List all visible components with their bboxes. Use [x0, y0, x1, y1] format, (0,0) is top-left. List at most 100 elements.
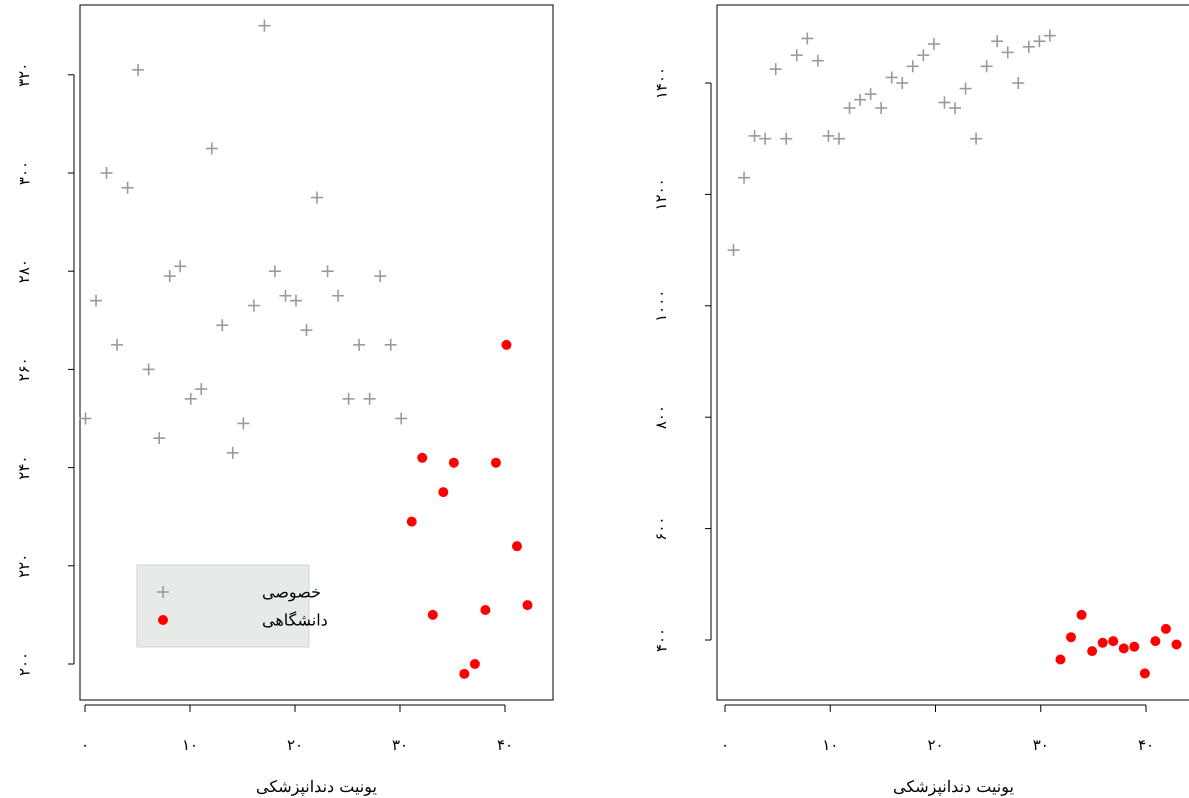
- university-clinic-point: [469, 659, 480, 669]
- private-clinic-point: [195, 383, 208, 396]
- university-clinic-point: [1160, 623, 1171, 634]
- private-clinic-point: [727, 244, 740, 257]
- private-clinic-point: [332, 289, 345, 302]
- private-clinic-point: [132, 63, 145, 76]
- private-clinic-point: [959, 82, 972, 95]
- university-clinic-point: [511, 541, 522, 552]
- private-clinic-point: [384, 338, 397, 351]
- private-clinic-point: [759, 132, 772, 145]
- private-clinic-point: [854, 93, 867, 106]
- university-clinic-point: [448, 457, 459, 468]
- legend: خصوصی دانشگاهی: [136, 564, 328, 648]
- x-tick-label: ۳۰: [1033, 736, 1049, 754]
- y-tick-label: ۸۰۰: [652, 405, 670, 429]
- private-clinic-point: [79, 412, 92, 425]
- private-clinic-point: [738, 171, 751, 184]
- private-clinic-point: [822, 129, 835, 142]
- x-axis-title: یونیت دندانپزشکی: [893, 777, 1014, 796]
- private-clinic-point: [90, 294, 103, 307]
- university-clinic-point: [1118, 643, 1129, 654]
- private-clinic-point: [1043, 29, 1056, 42]
- legend-label: خصوصی: [262, 583, 321, 602]
- y-tick-label: ۲۰۰: [15, 652, 33, 676]
- left-scatter-panel: ۰ ۱۰ ۲۰ ۳۰ ۴۰ یونیت دندانپزشکی ۲۰۰ ۲۲۰ ۲۴۰ ۲۶۰ ۲۸۰…: [15, 4, 554, 796]
- private-clinic-point: [121, 181, 134, 194]
- university-clinic-point: [1097, 637, 1108, 648]
- university-clinic-point: [480, 604, 491, 615]
- university-clinic-point: [406, 516, 417, 527]
- private-clinic-point: [1022, 40, 1035, 53]
- private-clinic-point: [875, 102, 888, 115]
- plot-frame: [716, 4, 1189, 701]
- private-clinic-point: [374, 270, 387, 283]
- private-clinic-point: [363, 392, 376, 405]
- x-tick-label: ۴۰: [497, 736, 513, 754]
- university-clinic-point: [1076, 609, 1087, 620]
- private-clinic-point: [100, 167, 113, 179]
- private-clinic-point: [780, 132, 793, 145]
- private-clinic-point: [258, 19, 271, 32]
- private-clinic-point: [311, 191, 324, 204]
- private-clinic-point: [769, 63, 782, 76]
- university-clinic-point: [501, 339, 512, 350]
- private-clinic-point: [801, 32, 814, 45]
- legend-dot: [158, 615, 168, 625]
- private-clinic-point: [216, 319, 229, 332]
- right-scatter-panel: ۰ ۱۰ ۲۰ ۳۰ ۴۰ یونیت دندانپزشکی ۴۰۰ ۶۰۰ ۸۰۰ ۱۰۰۰ ۱۲…: [652, 4, 1189, 796]
- university-clinic-point: [522, 600, 533, 611]
- private-clinic-point: [790, 49, 803, 62]
- private-clinic-point: [1033, 35, 1046, 48]
- university-clinic-point: [1129, 641, 1140, 652]
- private-clinic-point: [917, 49, 930, 62]
- private-clinic-point: [279, 289, 292, 302]
- x-tick-label: ۰: [81, 736, 89, 754]
- university-clinic-point: [1066, 632, 1077, 643]
- private-clinic-point: [748, 129, 761, 142]
- private-clinic-point: [1001, 46, 1014, 59]
- x-tick-label: ۳۰: [392, 736, 408, 754]
- x-tick-label: ۰: [721, 736, 729, 754]
- university-clinic-point: [1171, 639, 1182, 650]
- y-tick-label: ۱۰۰۰: [652, 290, 670, 322]
- university-clinic-point: [1139, 668, 1150, 679]
- university-clinic-point: [1150, 636, 1161, 647]
- private-clinic-point: [906, 60, 919, 73]
- y-tick-label: ۲۴۰: [15, 456, 33, 480]
- private-clinic-point: [980, 60, 993, 73]
- x-tick-label: ۱۰: [822, 736, 838, 754]
- x-tick-label: ۲۰: [927, 736, 943, 754]
- private-clinic-point: [938, 96, 951, 109]
- university-clinic-point: [1087, 646, 1098, 657]
- private-clinic-point: [885, 71, 898, 84]
- private-clinic-point: [205, 142, 218, 155]
- private-clinic-point: [184, 392, 197, 405]
- private-clinic-point: [174, 260, 187, 273]
- private-clinic-point: [353, 338, 366, 351]
- private-clinic-point: [247, 299, 260, 312]
- y-tick-label: ۶۰۰: [652, 517, 670, 541]
- plot-frame: [79, 4, 554, 701]
- y-tick-label: ۲۲۰: [15, 554, 33, 578]
- private-clinic-point: [237, 417, 250, 430]
- y-tick-label: ۱۲۰۰: [652, 178, 670, 210]
- university-clinic-point: [1055, 654, 1066, 665]
- private-clinic-point: [927, 38, 940, 51]
- legend-box: [136, 564, 310, 648]
- legend-label: دانشگاهی: [262, 611, 328, 630]
- x-tick-label: ۱۰: [182, 736, 198, 754]
- university-clinic-point: [417, 452, 428, 463]
- y-tick-label: ۲۶۰: [15, 357, 33, 381]
- private-clinic-point: [970, 132, 983, 145]
- private-clinic-point: [163, 270, 176, 283]
- private-clinic-point: [1012, 77, 1025, 89]
- y-tick-label: ۱۴۰۰: [652, 67, 670, 99]
- x-axis-title: یونیت دندانپزشکی: [256, 777, 377, 796]
- private-clinic-point: [395, 412, 408, 425]
- private-clinic-point: [864, 88, 877, 101]
- university-clinic-point: [438, 487, 449, 498]
- private-clinic-point: [300, 324, 313, 337]
- private-clinic-point: [949, 102, 961, 115]
- private-clinic-point: [342, 392, 355, 405]
- x-tick-label: ۴۰: [1138, 736, 1154, 754]
